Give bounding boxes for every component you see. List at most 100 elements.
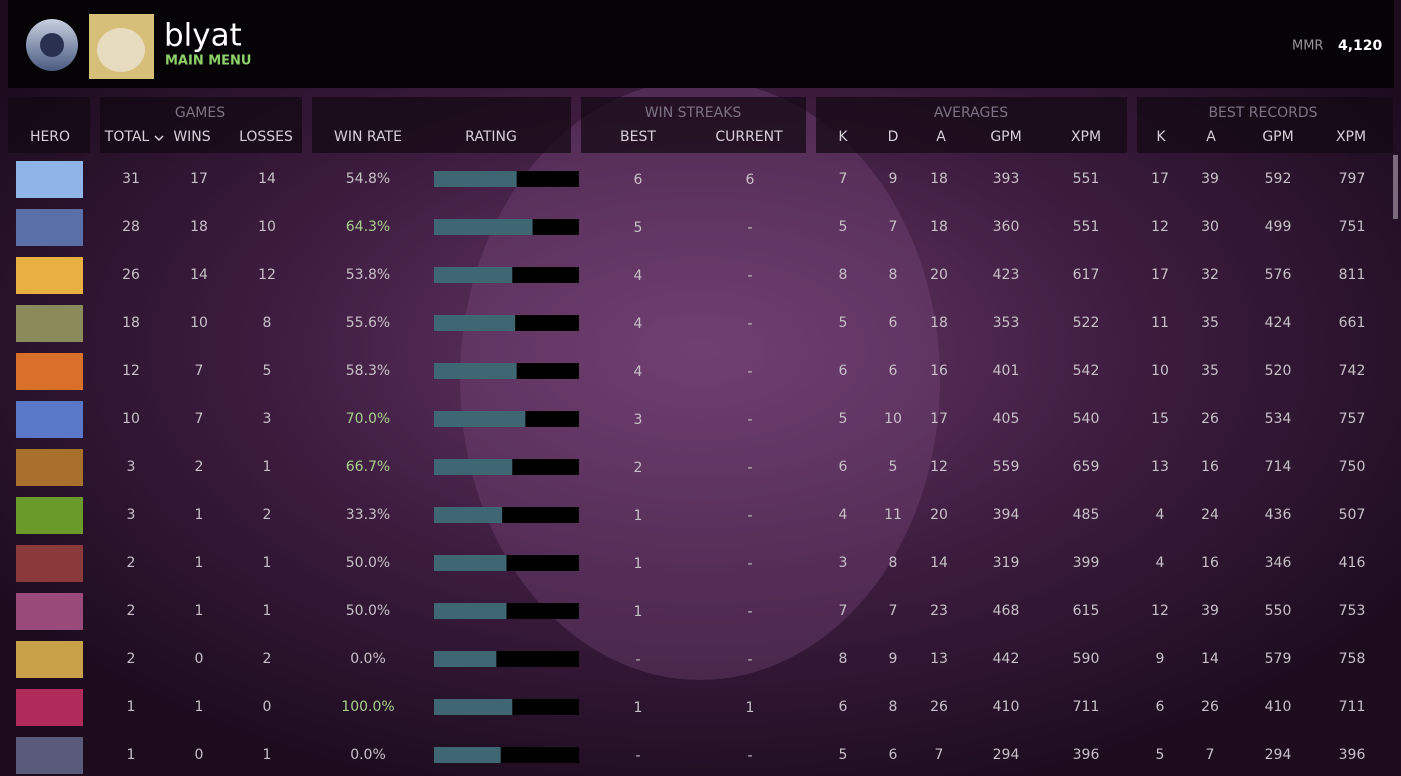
cell: 0: [263, 699, 272, 715]
win-rate: 0.0%: [350, 651, 386, 667]
cell: 15: [1151, 411, 1169, 427]
rating-bar: [434, 651, 497, 667]
cell: 1: [746, 700, 755, 716]
cell: 14: [930, 555, 948, 571]
cell: 757: [1339, 411, 1366, 427]
cell: 6: [889, 747, 898, 763]
cell: 405: [993, 411, 1020, 427]
cell: 39: [1201, 603, 1219, 619]
cell: 7: [195, 411, 204, 427]
column-group: AVERAGES: [934, 105, 1008, 121]
column-header[interactable]: A: [1206, 129, 1216, 145]
win-rate: 0.0%: [350, 747, 386, 763]
hero-icon[interactable]: [16, 161, 83, 198]
cell: 8: [263, 315, 272, 331]
column-header[interactable]: D: [888, 129, 899, 145]
hero-icon[interactable]: [16, 545, 83, 582]
hero-icon[interactable]: [16, 209, 83, 246]
cell: -: [747, 508, 752, 524]
column-header[interactable]: GPM: [1262, 129, 1293, 145]
column-header[interactable]: XPM: [1336, 129, 1366, 145]
cell: 542: [1073, 363, 1100, 379]
cell: 6: [889, 363, 898, 379]
sort-chevron: [154, 135, 164, 142]
cell: 410: [1265, 699, 1292, 715]
column-header[interactable]: TOTAL: [104, 129, 150, 145]
column-header[interactable]: GPM: [990, 129, 1021, 145]
cell: 10: [1151, 363, 1169, 379]
cell: 1: [195, 507, 204, 523]
cell: 26: [122, 267, 140, 283]
cell: 8: [889, 267, 898, 283]
subtitle[interactable]: MAIN MENU: [165, 54, 252, 69]
rating-bar: [434, 315, 516, 331]
cell: 346: [1265, 555, 1292, 571]
cell: 468: [993, 603, 1020, 619]
cell: 0: [195, 747, 204, 763]
column-header[interactable]: XPM: [1071, 129, 1101, 145]
hero-icon[interactable]: [16, 593, 83, 630]
column-header[interactable]: LOSSES: [239, 129, 293, 145]
header-panel: [8, 97, 90, 153]
column-header[interactable]: BEST: [620, 129, 656, 145]
scrollbar[interactable]: [1393, 155, 1398, 219]
cell: 4: [634, 316, 643, 332]
cell: 10: [122, 411, 140, 427]
column-group: WIN STREAKS: [645, 105, 742, 121]
cell: 7: [839, 171, 848, 187]
column-header[interactable]: CURRENT: [715, 129, 783, 145]
cell: 576: [1265, 267, 1292, 283]
column-header[interactable]: HERO: [30, 129, 70, 145]
cell: 1: [263, 603, 272, 619]
cell: 1: [634, 604, 643, 620]
win-rate: 64.3%: [346, 219, 390, 235]
cell: 751: [1339, 219, 1366, 235]
cell: -: [747, 268, 752, 284]
hero-icon[interactable]: [16, 353, 83, 390]
cell: 659: [1073, 459, 1100, 475]
hero-icon[interactable]: [16, 305, 83, 342]
column-header[interactable]: WINS: [173, 129, 210, 145]
avatar-face: [97, 28, 145, 72]
cell: 550: [1265, 603, 1292, 619]
cell: 424: [1265, 315, 1292, 331]
cell: 2: [127, 555, 136, 571]
column-header[interactable]: RATING: [465, 129, 517, 145]
column-header[interactable]: K: [838, 129, 848, 145]
cell: 394: [993, 507, 1020, 523]
rating-bar: [434, 363, 517, 379]
cell: 750: [1339, 459, 1366, 475]
cell: 13: [1151, 459, 1169, 475]
hero-icon[interactable]: [16, 257, 83, 294]
cell: 11: [884, 507, 902, 523]
cell: 8: [889, 555, 898, 571]
column-header[interactable]: A: [936, 129, 946, 145]
hero-icon[interactable]: [16, 449, 83, 486]
cell: 592: [1265, 171, 1292, 187]
column-header[interactable]: K: [1156, 129, 1166, 145]
cell: 2: [127, 651, 136, 667]
cell: 14: [190, 267, 208, 283]
cell: 28: [122, 219, 140, 235]
cell: -: [747, 220, 752, 236]
cell: 14: [258, 171, 276, 187]
hero-icon[interactable]: [16, 641, 83, 678]
hero-icon[interactable]: [16, 689, 83, 726]
cell: 16: [1201, 459, 1219, 475]
player-name: blyat: [164, 18, 242, 54]
cell: 1: [195, 699, 204, 715]
column-header[interactable]: WIN RATE: [334, 129, 402, 145]
hero-icon[interactable]: [16, 401, 83, 438]
hero-icon[interactable]: [16, 497, 83, 534]
rating-bar: [434, 219, 533, 235]
rating-bar: [434, 603, 507, 619]
hero-icon[interactable]: [16, 737, 83, 774]
cell: -: [747, 412, 752, 428]
cell: 7: [889, 219, 898, 235]
header-panel: [312, 97, 571, 153]
cell: -: [747, 364, 752, 380]
cell: 758: [1339, 651, 1366, 667]
cell: 399: [1073, 555, 1100, 571]
